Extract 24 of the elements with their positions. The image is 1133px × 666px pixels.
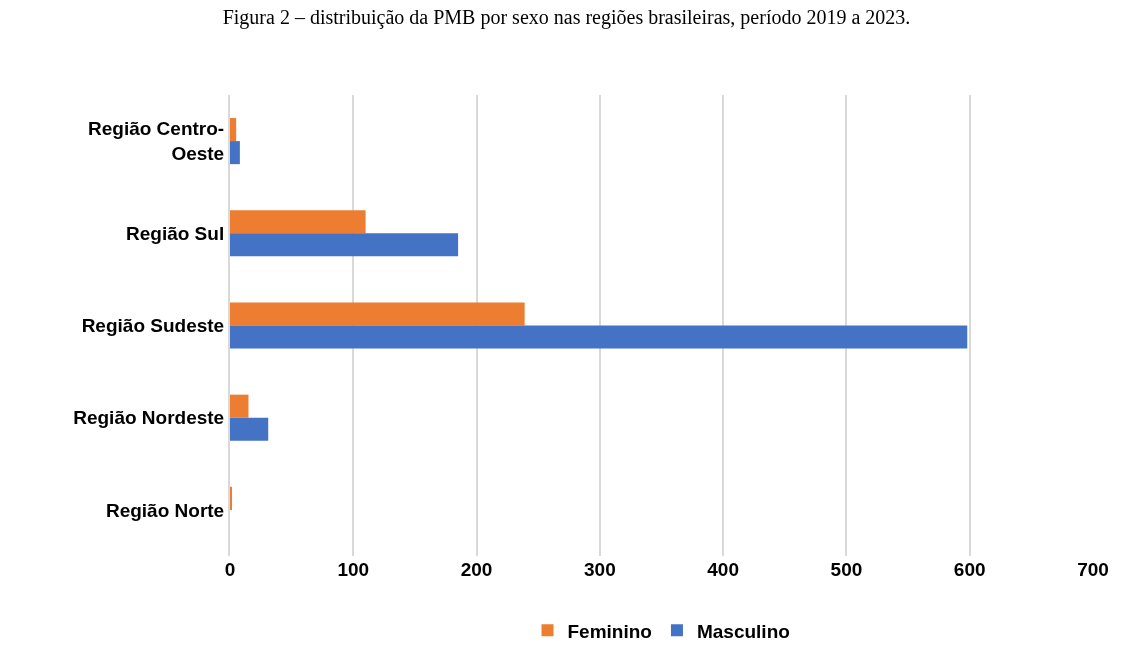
y-tick-label: Região Nordeste xyxy=(73,407,225,429)
bar xyxy=(230,210,366,234)
bar xyxy=(230,233,459,257)
x-tick-label: 200 xyxy=(460,559,493,580)
bar xyxy=(230,417,269,441)
x-tick-label: 300 xyxy=(584,559,616,580)
legend-label: Masculino xyxy=(696,620,790,642)
legend-label: Feminino xyxy=(567,620,652,642)
x-tick-label: 400 xyxy=(707,559,739,580)
bar xyxy=(230,394,249,418)
chart-title: Figura 2 – distribuição da PMB por sexo nas regiões brasileiras, período 2019 a 2023. xyxy=(222,5,911,29)
x-tick-label: 500 xyxy=(830,559,863,580)
x-tick-label: 700 xyxy=(1077,559,1109,580)
bar xyxy=(230,118,237,142)
x-tick-label: 600 xyxy=(953,559,986,580)
y-tick-label: Região Sul xyxy=(126,222,225,244)
y-tick-label: Região Centro-Oeste xyxy=(88,118,225,165)
x-tick-label: 0 xyxy=(224,559,236,580)
y-tick-label: Região Norte xyxy=(105,499,225,521)
bar xyxy=(230,141,240,165)
bar xyxy=(230,302,525,326)
x-tick-label: 100 xyxy=(337,559,370,580)
y-tick-label: Região Sudeste xyxy=(81,315,225,337)
bar xyxy=(230,325,968,349)
